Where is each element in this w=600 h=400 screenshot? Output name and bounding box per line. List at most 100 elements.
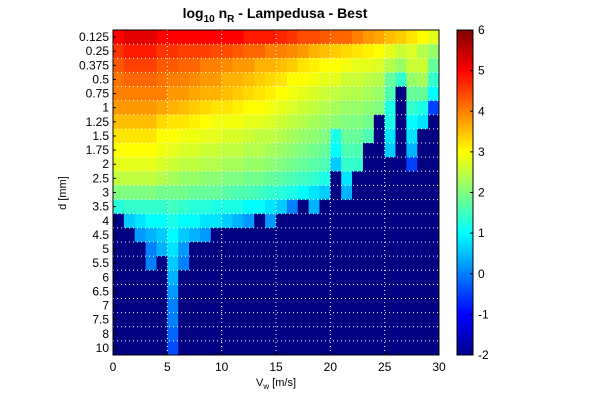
heatmap-cell xyxy=(276,157,288,172)
heatmap-cell xyxy=(341,143,353,158)
heatmap-cell xyxy=(308,185,320,200)
heatmap-cell xyxy=(297,114,309,130)
heatmap-cell xyxy=(189,298,201,314)
heatmap-cell xyxy=(243,58,255,73)
heatmap-cell xyxy=(286,86,299,102)
heatmap-cell xyxy=(199,241,212,257)
heatmap-cell xyxy=(373,72,386,87)
heatmap-cell xyxy=(319,143,331,158)
heatmap-cell xyxy=(221,143,233,158)
heatmap-cell xyxy=(134,213,146,229)
heatmap-cell xyxy=(428,185,440,200)
heatmap-cell xyxy=(319,72,331,87)
heatmap-cell xyxy=(210,241,223,257)
heatmap-cell xyxy=(210,340,223,356)
colorbar-tick-label: 3 xyxy=(478,145,485,159)
heatmap-cell xyxy=(395,312,407,328)
heatmap-cell xyxy=(145,30,157,45)
heatmap-cell xyxy=(232,298,244,314)
heatmap-cell xyxy=(113,114,125,130)
heatmap-cell xyxy=(319,312,331,328)
heatmap-cell xyxy=(265,171,277,186)
heatmap-cell xyxy=(221,100,233,116)
heatmap-cell xyxy=(243,241,255,257)
heatmap-cell xyxy=(123,326,136,342)
heatmap-cell xyxy=(297,128,309,144)
heatmap-cell xyxy=(265,270,277,285)
heatmap-cell xyxy=(352,143,364,158)
heatmap-cell xyxy=(265,143,277,158)
heatmap-cell xyxy=(189,213,201,229)
heatmap-cell xyxy=(286,270,299,285)
heatmap-cell xyxy=(113,213,125,229)
heatmap-cell xyxy=(384,227,396,243)
heatmap-cell xyxy=(145,340,157,356)
heatmap-cell xyxy=(167,213,179,229)
y-tick-label: 1.5 xyxy=(92,129,109,143)
heatmap-cell xyxy=(232,270,244,285)
heatmap-cell xyxy=(319,256,331,271)
heatmap-cell xyxy=(352,86,364,102)
heatmap-cell xyxy=(265,128,277,144)
heatmap-cell xyxy=(145,185,157,200)
heatmap-cell xyxy=(178,326,190,342)
heatmap-cell xyxy=(113,86,125,102)
heatmap-cell xyxy=(308,86,320,102)
heatmap-cell xyxy=(352,340,364,356)
heatmap-cell xyxy=(134,44,146,59)
heatmap-cell xyxy=(199,284,212,299)
y-tick-label: 6 xyxy=(102,270,109,284)
heatmap-cell xyxy=(417,270,429,285)
heatmap-cell xyxy=(178,58,190,73)
heatmap-cell xyxy=(167,270,179,285)
heatmap-cell xyxy=(113,100,125,116)
heatmap-cell xyxy=(308,171,320,186)
heatmap-cell xyxy=(395,256,407,271)
heatmap-cell xyxy=(221,227,233,243)
heatmap-cell xyxy=(156,284,168,299)
heatmap-cell xyxy=(428,256,440,271)
heatmap-cell xyxy=(156,199,168,215)
heatmap-cell xyxy=(199,143,212,158)
y-tick-label: 8 xyxy=(102,327,109,341)
heatmap-cell xyxy=(428,86,440,102)
heatmap-cell xyxy=(210,114,223,130)
x-tick-label: 0 xyxy=(110,360,117,374)
heatmap-cell xyxy=(286,241,299,257)
heatmap-cell xyxy=(384,114,396,130)
heatmap-cell xyxy=(189,128,201,144)
heatmap-cell xyxy=(308,58,320,73)
heatmap-cell xyxy=(221,298,233,314)
heatmap-cell xyxy=(123,312,136,328)
heatmap-cell xyxy=(199,227,212,243)
heatmap-cell xyxy=(123,72,136,87)
heatmap-cell xyxy=(254,100,266,116)
heatmap-cell xyxy=(341,30,353,45)
heatmap-cell xyxy=(145,72,157,87)
heatmap-cell xyxy=(221,270,233,285)
colorbar-tick-label: 6 xyxy=(478,23,485,37)
heatmap-cell xyxy=(341,72,353,87)
heatmap-cell xyxy=(199,270,212,285)
heatmap-cell xyxy=(178,199,190,215)
heatmap-cell xyxy=(286,30,299,45)
heatmap-cell xyxy=(428,72,440,87)
heatmap-cell xyxy=(113,143,125,158)
heatmap-cell xyxy=(167,157,179,172)
heatmap-cell xyxy=(341,185,353,200)
heatmap-cell xyxy=(319,114,331,130)
heatmap-cell xyxy=(417,213,429,229)
heatmap-cell xyxy=(134,340,146,356)
heatmap-cell xyxy=(199,30,212,45)
heatmap-cell xyxy=(286,114,299,130)
y-tick-label: 2 xyxy=(102,157,109,171)
heatmap-cell xyxy=(352,72,364,87)
heatmap-cell xyxy=(210,213,223,229)
heatmap-cell xyxy=(352,185,364,200)
heatmap-cell xyxy=(330,157,342,172)
heatmap-cell xyxy=(243,171,255,186)
heatmap-cell xyxy=(362,128,375,144)
heatmap-cell xyxy=(341,256,353,271)
heatmap-cell xyxy=(297,58,309,73)
heatmap-cell xyxy=(113,227,125,243)
